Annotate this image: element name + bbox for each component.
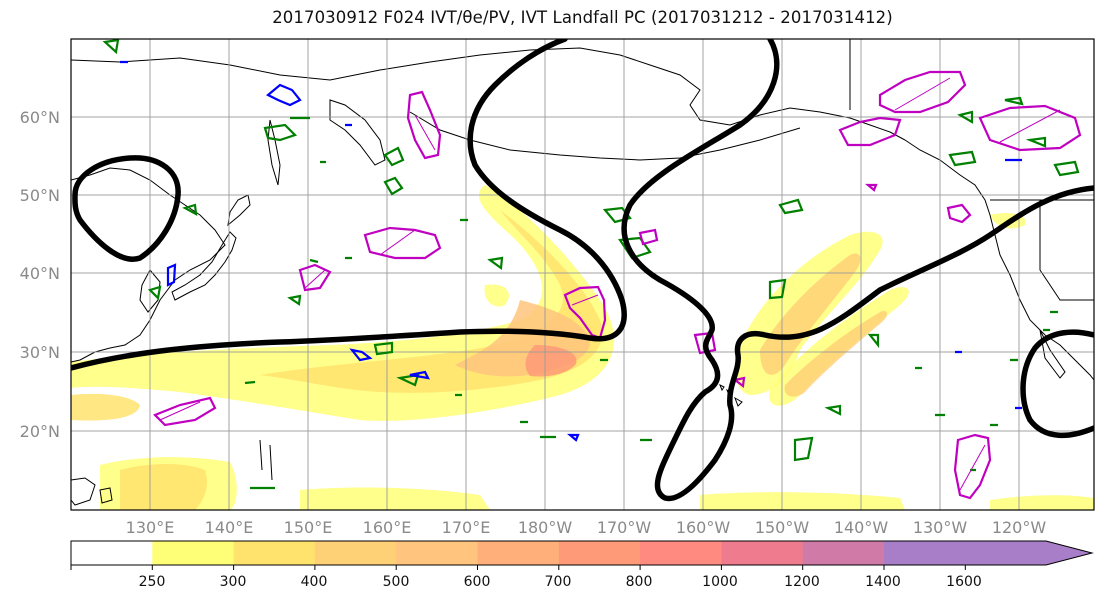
colorbar-segment: [396, 541, 479, 565]
colorbar-label-1200: 1200: [784, 574, 820, 590]
map-title: 2017030912 F024 IVT/θe/PV, IVT Landfall …: [272, 8, 893, 27]
colorbar-segments: [71, 541, 1092, 565]
pv-negative-contours: [120, 60, 1022, 442]
lat-label-30n: 30°N: [20, 343, 60, 362]
lon-label-140w: 140°W: [834, 518, 889, 537]
lon-label-150e: 150°E: [284, 518, 333, 537]
colorbar-label-500: 500: [383, 574, 410, 590]
latitude-axis: 60°N 50°N 40°N 30°N 20°N: [20, 108, 60, 441]
map-frame: [70, 38, 1095, 511]
longitude-axis: 130°E 140°E 150°E 160°E 170°E 180°W 170°…: [126, 518, 1047, 537]
colorbar-label-250: 250: [139, 574, 166, 590]
graticule: [71, 39, 1094, 510]
colorbar-label-800: 800: [626, 574, 653, 590]
coastlines: [71, 39, 1094, 506]
lon-label-120w: 120°W: [992, 518, 1047, 537]
colorbar-ticks: [70, 565, 966, 570]
lon-label-140e: 140°E: [205, 518, 254, 537]
colorbar-label-400: 400: [301, 574, 328, 590]
colorbar-segment: [802, 541, 885, 565]
colorbar-label-1600: 1600: [946, 574, 982, 590]
colorbar-segment: [558, 541, 641, 565]
colorbar-segment: [152, 541, 235, 565]
lat-label-50n: 50°N: [20, 186, 60, 205]
colorbar-segment: [71, 541, 153, 565]
pv-positive-contours: [153, 70, 1082, 500]
lat-label-20n: 20°N: [20, 422, 60, 441]
lon-label-130w: 130°W: [913, 518, 968, 537]
lat-label-60n: 60°N: [20, 108, 60, 127]
colorbar-segment: [721, 541, 804, 565]
lon-label-170w: 170°W: [597, 518, 652, 537]
lon-label-170e: 170°E: [442, 518, 491, 537]
lon-label-160e: 160°E: [363, 518, 412, 537]
colorbar-segment: [233, 541, 316, 565]
lon-label-160w: 160°W: [676, 518, 731, 537]
colorbar-segment: [640, 541, 722, 565]
colorbar-label-300: 300: [220, 574, 247, 590]
colorbar-label-1000: 1000: [702, 574, 738, 590]
colorbar-segment: [477, 541, 560, 565]
lon-label-150w: 150°W: [755, 518, 810, 537]
lat-label-40n: 40°N: [20, 264, 60, 283]
colorbar-label-600: 600: [464, 574, 491, 590]
colorbar-outline: [70, 540, 1094, 566]
colorbar-segment: [884, 541, 1092, 565]
ivt-shading: [71, 185, 1094, 510]
map-background: [71, 39, 1094, 510]
colorbar-segment: [314, 541, 397, 565]
lon-label-130e: 130°E: [126, 518, 175, 537]
colorbar: 250 300 400 500 600 700 800 1000 1200 14…: [70, 540, 1094, 590]
colorbar-label-1400: 1400: [865, 574, 901, 590]
landfall-pc-contours: [71, 39, 1094, 502]
colorbar-labels: 250 300 400 500 600 700 800 1000 1200 14…: [139, 574, 982, 590]
map-content: [71, 39, 1094, 510]
colorbar-label-700: 700: [545, 574, 572, 590]
lon-label-180w: 180°W: [518, 518, 573, 537]
